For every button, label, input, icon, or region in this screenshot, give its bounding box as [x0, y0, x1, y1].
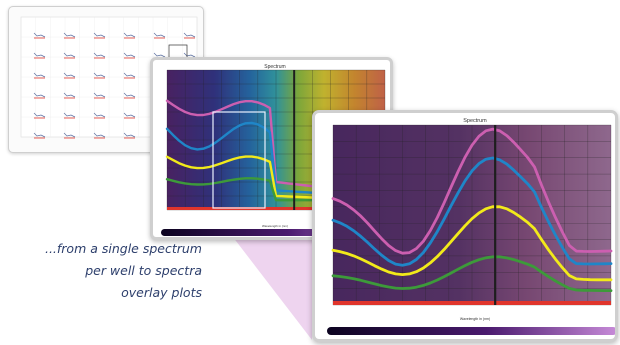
spectrum-line-green: [331, 255, 613, 293]
well-spectrum: [33, 92, 46, 99]
well-spectrum: [123, 52, 136, 59]
well-curve: [123, 112, 136, 118]
well-spectrum: [63, 72, 76, 79]
spectrum-line-blue: [331, 156, 613, 267]
well-spectrum: [93, 32, 106, 39]
well-curve: [63, 32, 76, 38]
well-curve: [63, 72, 76, 78]
well-spectrum: [33, 132, 46, 139]
caption-line-2: per well to spectra: [85, 263, 202, 278]
spectrum-panel-large: Spectrum Wavelength in (nm): [312, 110, 618, 342]
well-curve: [183, 52, 196, 58]
well-spectrum: [93, 92, 106, 99]
well-spectrum: [33, 32, 46, 39]
x-axis-label: Wavelength in (nm): [262, 224, 288, 228]
well-spectrum: [153, 32, 166, 39]
well-curve: [33, 72, 46, 78]
well-curve: [123, 72, 136, 78]
well-curve: [93, 72, 106, 78]
well-spectrum: [63, 32, 76, 39]
baseline-band: [333, 301, 611, 305]
spectrum-line-magenta: [331, 127, 613, 255]
well-curve: [93, 112, 106, 118]
well-curve: [123, 92, 136, 98]
well-curve: [63, 112, 76, 118]
well-spectrum: [93, 112, 106, 119]
zoom-selection-box: [212, 111, 266, 209]
well-curve: [123, 52, 136, 58]
well-curve: [33, 112, 46, 118]
well-spectrum: [123, 92, 136, 99]
well-spectrum: [123, 32, 136, 39]
spectrum-chart-large: Spectrum Wavelength in (nm): [327, 118, 617, 335]
color-bar: [327, 327, 617, 335]
well-curve: [33, 32, 46, 38]
well-spectrum: [93, 72, 106, 79]
chart-title: Spectrum: [463, 118, 487, 124]
chart-title: Spectrum: [264, 64, 285, 70]
well-curve: [33, 132, 46, 138]
well-curve: [93, 52, 106, 58]
well-spectrum: [33, 112, 46, 119]
spectrum-line-yellow: [331, 205, 613, 282]
well-curve: [153, 52, 166, 58]
well-spectrum: [123, 112, 136, 119]
caption-line-3: overlay plots: [121, 285, 202, 300]
well-curve: [153, 32, 166, 38]
well-spectrum: [123, 72, 136, 79]
well-curve: [123, 132, 136, 138]
well-spectrum: [93, 52, 106, 59]
well-spectrum: [33, 52, 46, 59]
well-curve: [33, 92, 46, 98]
well-spectrum: [183, 32, 196, 39]
well-curve: [63, 52, 76, 58]
well-spectrum: [33, 72, 46, 79]
well-curve: [63, 132, 76, 138]
well-spectrum: [123, 132, 136, 139]
well-curve: [93, 132, 106, 138]
well-curve: [183, 32, 196, 38]
x-axis-label: Wavelength in (nm): [460, 317, 490, 321]
well-spectrum: [93, 132, 106, 139]
well-curve: [63, 92, 76, 98]
caption-line-1: ...from a single spectrum: [44, 241, 202, 256]
well-spectrum: [63, 92, 76, 99]
well-spectrum: [63, 132, 76, 139]
well-curve: [93, 92, 106, 98]
well-curve: [123, 32, 136, 38]
baseline-band: [167, 207, 385, 210]
well-spectrum: [63, 112, 76, 119]
well-curve: [33, 52, 46, 58]
well-curve: [93, 32, 106, 38]
well-spectrum: [63, 52, 76, 59]
